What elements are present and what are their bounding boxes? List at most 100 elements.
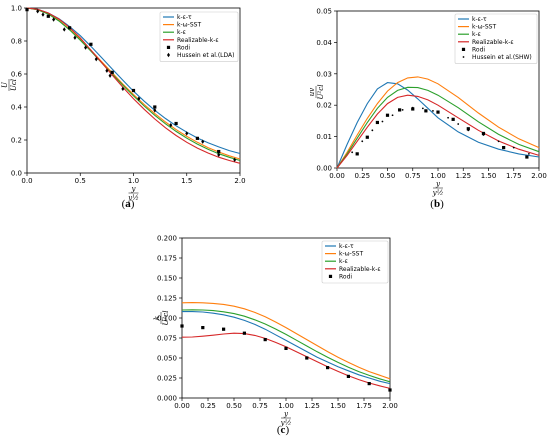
data-point [284,346,288,350]
y-tick-label: 0.025 [157,375,177,383]
x-tick-label: 2.00 [382,402,398,410]
series-line [26,7,241,164]
legend-label: Rodi [339,273,352,280]
data-point [121,86,125,92]
legend-label: k-ω-SST [472,24,496,31]
legend-box [321,240,389,284]
panel-caption-open-paren: ( [430,198,434,210]
y-tick-label: 0.01 [316,133,332,141]
y-tick-label: 0.125 [157,295,177,303]
data-point [180,324,184,328]
panel-caption-close-paren: ) [285,424,289,436]
x-tick-label: 0.0 [21,177,32,185]
legend-label: k-ε [339,258,348,265]
series-line [336,94,540,169]
x-tick-label: 1.0 [128,177,139,185]
data-point [367,382,371,386]
y-axis-label-numerator: uv [308,88,316,97]
x-axis-label-numerator: y [131,185,137,193]
data-point [41,12,45,17]
x-tick-label: 0.75 [405,172,421,180]
x-tick-label: 0.5 [75,177,86,185]
x-tick-label: 0.75 [252,402,268,410]
data-point [457,123,460,125]
data-point [424,109,428,113]
data-point [525,155,529,159]
x-tick-label: 1.50 [481,172,497,180]
panel-caption-letter: b [434,198,440,210]
panel-caption: (a) [122,198,135,210]
data-point [62,27,66,32]
data-point [305,356,309,360]
x-tick-label: 0.25 [200,402,216,410]
x-tick-label: 2.00 [531,172,547,180]
data-point [169,122,173,128]
data-point [110,70,114,74]
data-point [512,146,515,149]
data-point [201,139,205,144]
legend-label: Realizable-k-ε [339,266,381,273]
y-axis-label: U Ucl [1,79,18,91]
panel-caption-open-paren: ( [122,198,126,210]
data-point [25,8,29,12]
x-axis-label-denominator: y½ [127,194,139,202]
data-point [131,88,136,93]
y-tick-label: 0.050 [157,355,177,363]
x-tick-label: 1.75 [506,172,522,180]
data-point [497,140,500,143]
data-point [385,113,390,117]
series-line [336,82,540,169]
y-axis-label-numerator: U [1,81,9,88]
data-point [388,388,392,392]
legend-label: Rodi [472,46,485,53]
data-point [52,17,56,22]
data-point [201,326,205,330]
data-point [482,134,485,136]
series-line [182,311,391,385]
data-point [466,127,470,131]
legend-label: k-ε [177,29,186,36]
x-tick-label: 0.00 [174,402,190,410]
legend-label: k-ε-τ [177,14,192,21]
y-tick-label: 1.0 [11,5,22,13]
data-point [89,42,93,46]
data-point [451,117,455,121]
y-tick-label: 0.6 [11,71,23,79]
y-tick-label: 0.4 [11,104,23,112]
data-point [375,120,379,125]
data-point [351,151,354,154]
series-line [336,76,540,169]
legend-label: Realizable-k-ε [472,39,514,46]
data-point [467,129,470,132]
data-point [411,106,414,109]
legend-label: k-ε-τ [472,16,487,23]
legend-box [159,11,239,62]
panel-caption-letter: a [125,198,131,210]
series-line [181,302,391,380]
y-tick-label: 0.05 [316,8,332,16]
data-point [436,110,440,114]
data-point [481,131,486,136]
data-point [105,68,109,73]
data-point [195,136,199,140]
chart-panel-c: 0.00 0.25 0.50 0.75 1.00 1.25 1.50 1.75 2.00 0.00… [153,235,398,437]
y-axis-label-denominator: Ucl [10,79,18,91]
data-point [371,129,374,132]
x-tick-label: 1.00 [430,172,446,180]
legend-label: k-ε [472,31,481,38]
data-point [94,56,98,62]
data-point [36,9,40,14]
legend-marker [166,45,171,49]
x-tick-label: 1.5 [181,177,192,185]
legend-label: Hussein et al.(LDA) [177,52,234,59]
series-line [26,7,241,162]
data-point [355,152,359,156]
series-line [336,86,540,169]
legend-label: Rodi [177,44,190,51]
x-axis-label-denominator: y½ [432,189,444,197]
data-point [263,338,267,342]
x-tick-label: 1.25 [304,402,320,410]
data-point [502,145,506,150]
